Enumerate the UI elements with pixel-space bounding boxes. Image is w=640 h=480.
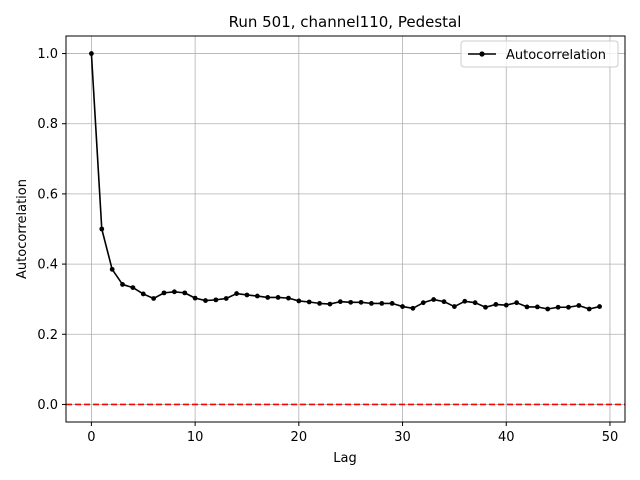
y-tick-label: 0.0	[37, 398, 58, 413]
data-point	[337, 299, 343, 305]
x-tick-label: 40	[498, 430, 515, 445]
legend-marker-sample	[479, 51, 485, 57]
y-tick-label: 0.6	[37, 187, 58, 202]
data-point	[182, 290, 188, 296]
data-point	[472, 300, 478, 306]
y-tick-label: 0.2	[37, 328, 58, 343]
data-point	[296, 298, 302, 304]
data-point	[348, 299, 354, 305]
y-tick-label: 0.8	[37, 117, 58, 132]
x-axis-label: Lag	[333, 451, 356, 466]
data-point	[503, 302, 509, 308]
data-point	[576, 303, 582, 308]
data-point	[203, 298, 208, 303]
data-point	[89, 51, 94, 56]
series-layer	[89, 51, 602, 312]
data-point	[99, 226, 105, 232]
x-tick-label: 0	[87, 430, 95, 445]
chart-title: Run 501, channel110, Pedestal	[229, 13, 462, 31]
data-point	[493, 302, 499, 307]
data-point	[534, 304, 540, 310]
data-point	[223, 296, 229, 301]
data-point	[140, 291, 146, 297]
data-point	[265, 295, 271, 300]
data-point	[524, 304, 530, 310]
data-point	[483, 304, 488, 310]
y-axis-label: Autocorrelation	[15, 179, 30, 279]
data-point	[120, 282, 125, 287]
data-point	[151, 296, 157, 301]
data-point	[317, 300, 322, 306]
data-point	[369, 300, 374, 306]
y-tick-label: 0.4	[37, 258, 58, 273]
data-point	[410, 305, 416, 311]
data-point	[358, 299, 364, 305]
x-tick-label: 50	[602, 430, 619, 445]
x-tick-label: 20	[291, 430, 308, 445]
data-point	[286, 295, 291, 301]
data-point	[275, 295, 281, 300]
data-point	[244, 292, 250, 298]
data-point	[254, 293, 260, 299]
data-point	[566, 304, 571, 310]
legend-box	[460, 40, 619, 68]
data-point	[451, 304, 457, 309]
data-point	[171, 289, 177, 295]
data-point	[555, 304, 561, 310]
data-point	[379, 300, 385, 306]
data-point	[545, 306, 551, 312]
data-point	[213, 297, 219, 303]
data-point	[586, 306, 592, 312]
plot-frame	[65, 35, 626, 423]
data-point	[130, 285, 136, 291]
data-point	[327, 301, 333, 307]
data-point	[400, 304, 405, 309]
tick-layer: 0 10 20 30 40 50 0.0 0.2 0.4 0.6 0.8 1.0	[37, 47, 618, 445]
data-point	[192, 295, 198, 301]
data-point	[306, 299, 312, 305]
data-point	[441, 299, 447, 305]
x-tick-label: 10	[187, 430, 204, 445]
data-point	[389, 300, 395, 306]
data-point	[234, 291, 240, 296]
data-point	[514, 300, 520, 306]
y-tick-label: 1.0	[37, 47, 58, 62]
legend-label: Autocorrelation	[506, 48, 606, 63]
legend: Autocorrelation	[460, 40, 619, 68]
data-point	[597, 304, 602, 309]
data-point	[420, 300, 426, 306]
x-tick-label: 30	[394, 430, 411, 445]
data-point	[109, 266, 115, 272]
data-point	[462, 298, 468, 304]
data-point	[161, 290, 167, 296]
data-point	[431, 297, 437, 302]
